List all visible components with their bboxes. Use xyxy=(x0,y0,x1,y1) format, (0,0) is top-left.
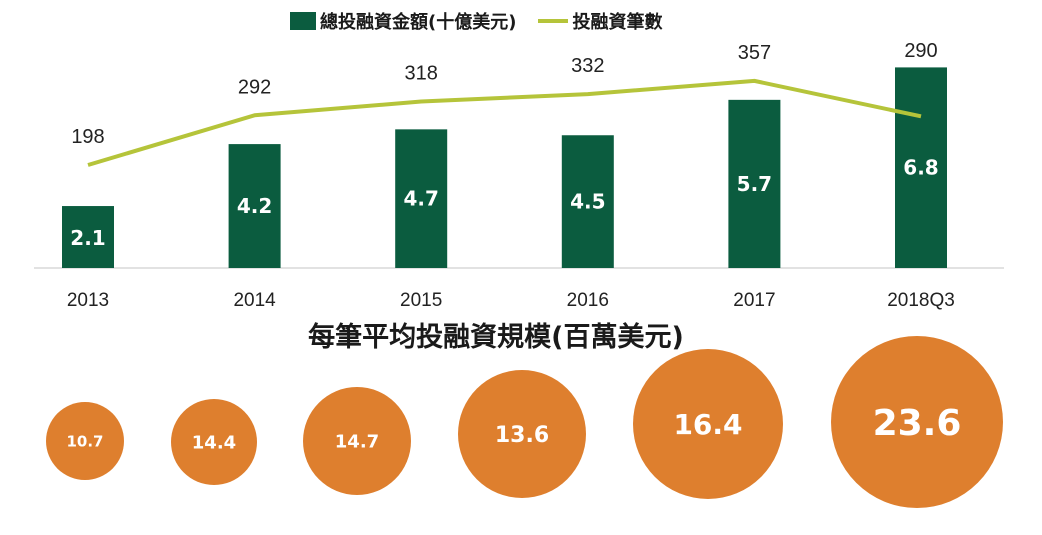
bar-label-2016: 4.5 xyxy=(570,190,605,214)
bubble-2018Q3 xyxy=(831,336,1003,508)
bar-2018Q3 xyxy=(895,67,947,269)
bubble-2016 xyxy=(458,370,586,498)
bar-label-2013: 2.1 xyxy=(70,226,105,250)
bubble-label-2017: 16.4 xyxy=(673,408,742,441)
line-label-2014: 292 xyxy=(238,76,271,98)
bubble-label-2014: 14.4 xyxy=(192,432,236,453)
line-label-2016: 332 xyxy=(571,55,604,77)
legend-label-amount: 總投融資金額(十億美元) xyxy=(320,12,517,33)
bar-label-2015: 4.7 xyxy=(403,187,438,211)
chart-legend: 總投融資金額(十億美元) 投融資筆數 xyxy=(290,8,684,34)
line-label-2018Q3: 290 xyxy=(904,40,937,62)
bubble-2015 xyxy=(303,387,411,495)
bubble-label-2016: 13.6 xyxy=(495,423,549,448)
legend-label-count: 投融資筆數 xyxy=(572,12,663,33)
bubble-label-2018Q3: 23.6 xyxy=(873,403,962,444)
bar-2015 xyxy=(395,129,448,268)
legend-item-amount: 總投融資金額(十億美元) xyxy=(290,8,516,34)
x-tick-2014: 2014 xyxy=(233,290,276,311)
bar-2016 xyxy=(561,135,614,268)
bar-2013 xyxy=(62,206,114,268)
bar-2014 xyxy=(228,144,281,268)
count-line xyxy=(87,78,922,167)
bubble-label-2015: 14.7 xyxy=(335,431,379,452)
bar-label-2018Q3: 6.8 xyxy=(903,156,938,180)
legend-item-count: 投融資筆數 xyxy=(538,8,662,34)
legend-swatch-line xyxy=(538,19,569,23)
bubble-label-2013: 10.7 xyxy=(66,432,103,450)
bubble-2014 xyxy=(171,399,257,485)
bar-2017 xyxy=(728,99,781,268)
bubble-chart-title: 每筆平均投融資規模(百萬美元) xyxy=(308,322,684,353)
bar-label-2014: 4.2 xyxy=(237,194,272,218)
x-tick-2016: 2016 xyxy=(567,290,609,311)
line-label-2015: 318 xyxy=(405,63,438,85)
x-tick-2013: 2013 xyxy=(67,290,109,311)
bar-label-2017: 5.7 xyxy=(737,172,772,196)
legend-swatch-bar xyxy=(290,12,316,30)
line-label-2017: 357 xyxy=(738,42,771,64)
bubble-2017 xyxy=(633,349,783,499)
x-tick-2017: 2017 xyxy=(733,290,775,311)
x-tick-2018Q3: 2018Q3 xyxy=(887,290,955,311)
x-tick-2015: 2015 xyxy=(400,290,442,311)
bubble-2013 xyxy=(46,402,124,480)
line-label-2013: 198 xyxy=(71,126,104,148)
